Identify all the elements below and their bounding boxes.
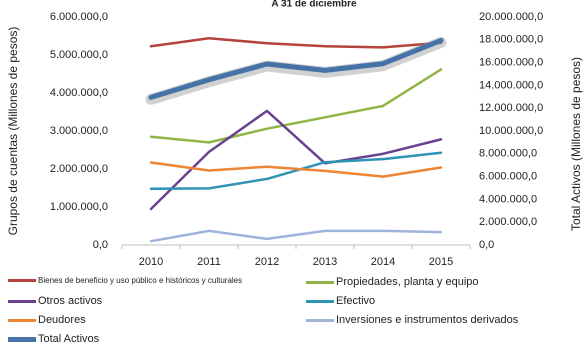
y-tick-label: 6.000.000,0 xyxy=(50,11,108,23)
y2-tick-label: 8.000.000,0 xyxy=(479,148,537,160)
y2-tick-label: 18.000.000,0 xyxy=(479,34,543,46)
legend-item: Propiedades, planta y equipo xyxy=(306,276,479,288)
axes: 0,0 1.000.000,0 2.000.000,0 3.000.000,0 4.00… xyxy=(50,11,543,268)
y-tick-label: 2.000.000,0 xyxy=(50,163,108,175)
y2-tick-label: 0,0 xyxy=(479,239,494,251)
legend-swatch xyxy=(8,279,36,282)
x-tick-label: 2011 xyxy=(197,256,221,268)
total-activos-shadow xyxy=(145,36,447,105)
legend-swatch xyxy=(306,299,334,303)
y2-tick-label: 20.000.000,0 xyxy=(479,11,543,23)
series-lines xyxy=(145,36,447,243)
y2-tick-label: 6.000.000,0 xyxy=(479,171,537,183)
y2-tick-label: 14.000.000,0 xyxy=(479,79,543,91)
y-tick-label: 1.000.000,0 xyxy=(50,201,108,213)
x-tick-label: 2015 xyxy=(429,256,453,268)
y2-axis-label: Total Activos (Millones de pesos) xyxy=(569,57,583,231)
legend-label: Deudores xyxy=(38,314,86,326)
legend-item: Total Activos xyxy=(8,333,99,345)
series-line xyxy=(149,109,443,211)
legend-swatch xyxy=(8,336,36,342)
series-line xyxy=(149,37,443,49)
legend-item: Inversiones e instrumentos derivados xyxy=(306,314,518,326)
legend-label: Otros activos xyxy=(38,295,103,307)
y-tick-label: 5.000.000,0 xyxy=(50,49,108,61)
x-tick-label: 2013 xyxy=(313,256,337,268)
x-tick-label: 2014 xyxy=(371,256,395,268)
series-line xyxy=(149,151,443,191)
legend-label: Total Activos xyxy=(38,333,100,345)
y-axis-label: Grupos de cuentas (Millones de pesos) xyxy=(6,27,20,236)
legend-label: Inversiones e instrumentos derivados xyxy=(336,314,519,326)
series-line xyxy=(149,161,443,178)
series-line xyxy=(149,229,443,243)
legend-swatch xyxy=(8,299,36,303)
y-tick-label: 3.000.000,0 xyxy=(50,125,108,137)
legend-label: Efectivo xyxy=(336,295,376,307)
legend-label: Bienes de beneficio y uso público e hist… xyxy=(38,276,243,285)
legend-label: Propiedades, planta y equipo xyxy=(336,276,479,288)
series-line xyxy=(148,37,444,100)
legend-swatch xyxy=(8,318,36,322)
y2-tick-label: 10.000.000,0 xyxy=(479,125,543,137)
x-tick-label: 2012 xyxy=(255,256,279,268)
chart-title: A 31 de diciembre xyxy=(271,0,357,10)
series-line xyxy=(149,68,443,144)
y2-tick-label: 2.000.000,0 xyxy=(479,216,537,228)
y-tick-label: 4.000.000,0 xyxy=(50,87,108,99)
y2-tick-label: 16.000.000,0 xyxy=(479,57,543,69)
y2-tick-label: 4.000.000,0 xyxy=(479,193,537,205)
legend-item: Bienes de beneficio y uso público e hist… xyxy=(8,276,242,285)
legend-swatch xyxy=(306,280,334,284)
legend-item: Otros activos xyxy=(8,295,102,307)
legend-swatch xyxy=(306,318,334,322)
y2-tick-label: 12.000.000,0 xyxy=(479,102,543,114)
legend-item: Deudores xyxy=(8,314,86,326)
x-tick-label: 2010 xyxy=(139,256,163,268)
legend-item: Efectivo xyxy=(306,295,375,307)
y-tick-label: 0,0 xyxy=(93,239,108,251)
